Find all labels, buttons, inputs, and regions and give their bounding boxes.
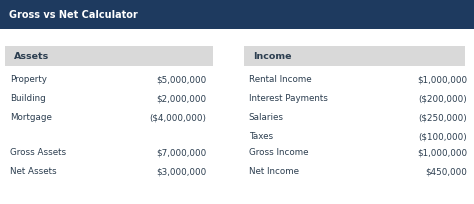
- Text: $2,000,000: $2,000,000: [156, 94, 206, 103]
- Bar: [0, 0, 474, 30]
- Text: $3,000,000: $3,000,000: [156, 166, 206, 175]
- Text: Interest Payments: Interest Payments: [249, 94, 328, 103]
- Text: Mortgage: Mortgage: [10, 113, 52, 122]
- Text: Gross Assets: Gross Assets: [10, 148, 66, 157]
- Text: Rental Income: Rental Income: [249, 75, 311, 84]
- Text: Gross vs Net Calculator: Gross vs Net Calculator: [9, 10, 137, 20]
- Text: $5,000,000: $5,000,000: [156, 75, 206, 84]
- Text: Gross Income: Gross Income: [249, 148, 309, 157]
- Text: Net Income: Net Income: [249, 166, 299, 175]
- Text: Building: Building: [10, 94, 46, 103]
- Text: $1,000,000: $1,000,000: [417, 148, 467, 157]
- Bar: [244, 47, 465, 66]
- Bar: [5, 47, 213, 66]
- Text: Property: Property: [10, 75, 47, 84]
- Text: Salaries: Salaries: [249, 113, 284, 122]
- Text: Income: Income: [253, 52, 291, 61]
- Text: ($200,000): ($200,000): [418, 94, 467, 103]
- Text: ($100,000): ($100,000): [418, 131, 467, 140]
- Text: Net Assets: Net Assets: [10, 166, 57, 175]
- Text: ($4,000,000): ($4,000,000): [149, 113, 206, 122]
- Text: Taxes: Taxes: [249, 131, 273, 140]
- Text: $450,000: $450,000: [425, 166, 467, 175]
- Text: ($250,000): ($250,000): [418, 113, 467, 122]
- Text: $1,000,000: $1,000,000: [417, 75, 467, 84]
- Text: $7,000,000: $7,000,000: [156, 148, 206, 157]
- Text: Assets: Assets: [14, 52, 49, 61]
